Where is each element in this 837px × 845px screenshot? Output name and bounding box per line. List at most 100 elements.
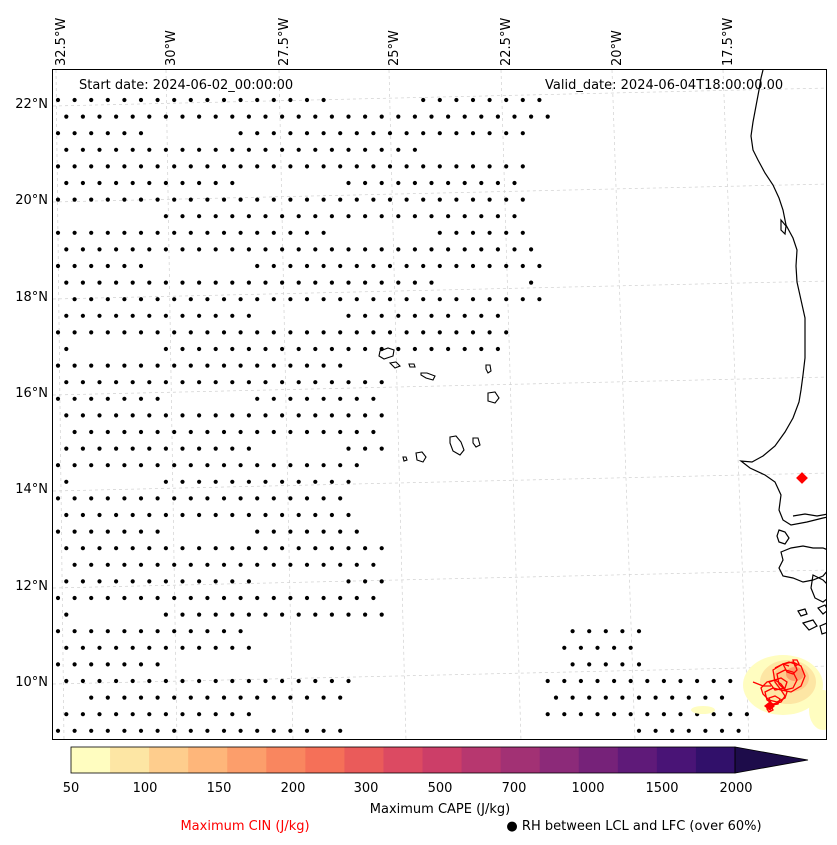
rh-dot — [462, 180, 467, 186]
rh-dot — [487, 230, 492, 235]
rh-dot — [263, 512, 268, 518]
rh-dot — [130, 579, 135, 584]
rh-dot — [197, 247, 202, 252]
rh-dot — [346, 413, 351, 418]
rh-dot — [404, 197, 409, 202]
rh-dot — [313, 413, 318, 418]
rh-dot — [437, 164, 442, 169]
rh-dot — [437, 330, 442, 335]
lon-label-32.5w: 32.5°W — [54, 17, 69, 66]
rh-dot — [230, 380, 235, 385]
rh-dot — [354, 463, 359, 468]
rh-dot — [379, 280, 384, 285]
rh-dot — [230, 313, 235, 318]
rh-dot — [155, 297, 160, 302]
rh-dot — [545, 678, 550, 684]
rh-dot — [122, 197, 127, 202]
rh-dot — [255, 463, 260, 468]
island-santa-luzia — [408, 363, 416, 368]
rh-dot — [246, 446, 251, 451]
rh-dot — [72, 496, 77, 501]
rh-dot — [346, 446, 351, 451]
rh-dot — [130, 645, 135, 650]
rh-dot — [238, 97, 243, 103]
rh-dot — [213, 612, 218, 617]
rh-dot — [213, 546, 218, 551]
rh-dot — [89, 197, 94, 202]
rh-dot — [271, 429, 276, 435]
rh-dot — [437, 230, 442, 235]
rh-dot — [313, 114, 318, 119]
rh-dot — [180, 180, 185, 186]
rh-dot — [304, 263, 310, 269]
island-fogo — [415, 451, 427, 463]
rh-dot — [321, 297, 326, 302]
rh-dot — [122, 695, 127, 700]
rh-dot — [371, 131, 376, 136]
rh-dot — [454, 297, 459, 302]
rh-dot — [80, 313, 85, 318]
rh-dot — [412, 214, 417, 219]
rh-dot — [321, 330, 326, 335]
rh-dot — [296, 612, 301, 617]
rh-dot — [412, 114, 417, 119]
rh-dot — [64, 413, 69, 418]
rh-dot — [379, 313, 384, 318]
rh-dot — [80, 280, 85, 285]
rh-dot — [470, 131, 476, 136]
rh-dot — [371, 330, 376, 335]
rh-dot — [230, 712, 235, 717]
rh-dot — [230, 678, 235, 684]
rh-dot — [130, 247, 135, 252]
rh-dot — [221, 297, 227, 302]
rh-dot — [172, 330, 177, 335]
rh-dot — [354, 164, 359, 169]
rh-dot — [636, 695, 642, 700]
rh-dot — [155, 429, 160, 435]
rh-dot — [172, 164, 177, 169]
rh-dot — [188, 297, 193, 302]
rh-dot — [263, 280, 268, 285]
rh-dot — [188, 695, 193, 700]
rh-dot — [213, 446, 218, 451]
rh-dot — [238, 562, 243, 567]
rh-dot — [97, 678, 102, 684]
rh-dot — [628, 678, 633, 684]
rh-dot — [163, 579, 168, 584]
rh-dot — [603, 695, 608, 700]
rh-dot — [645, 712, 650, 717]
rh-dot — [105, 728, 110, 733]
rh-dot — [163, 147, 168, 152]
rh-dot — [587, 662, 592, 667]
rh-dot — [313, 612, 318, 617]
rh-dot — [197, 380, 202, 385]
rh-dot — [205, 629, 210, 634]
rh-dot — [197, 512, 202, 518]
rh-dot — [595, 678, 600, 684]
rh-dot — [138, 463, 144, 468]
rh-dot — [122, 429, 127, 435]
rh-dot — [172, 496, 177, 501]
colorbar-segment — [656, 747, 697, 773]
rh-dot — [238, 496, 243, 501]
rh-dot — [595, 712, 600, 717]
rh-dot — [213, 579, 218, 584]
rh-dot — [230, 413, 235, 418]
rh-dot — [495, 114, 500, 119]
rh-dot — [80, 645, 85, 650]
rh-dot — [155, 529, 160, 534]
rh-dot — [89, 297, 94, 302]
rh-dot — [105, 662, 110, 667]
rh-dot — [454, 97, 459, 103]
rh-dot — [64, 346, 69, 352]
rh-dot — [396, 346, 401, 352]
rh-dot — [130, 280, 135, 285]
rh-dot — [246, 645, 251, 650]
rh-dot — [470, 164, 476, 169]
rh-dot — [346, 247, 351, 252]
rh-dot — [263, 114, 268, 119]
rh-dot — [670, 728, 675, 733]
rh-dot — [197, 645, 202, 650]
rh-dot — [338, 562, 343, 567]
